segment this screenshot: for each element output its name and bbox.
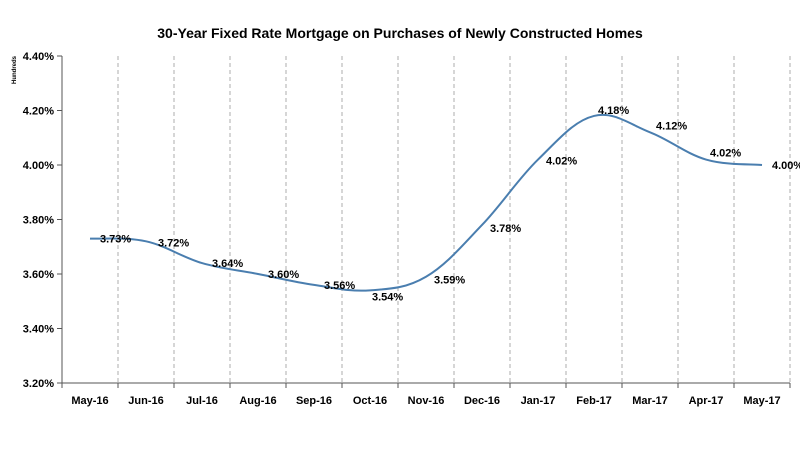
data-label: 4.00% bbox=[772, 160, 800, 172]
y-tick-label: 4.40% bbox=[23, 51, 54, 63]
data-label: 4.12% bbox=[656, 120, 687, 132]
data-label: 3.60% bbox=[268, 269, 299, 281]
x-tick-label: Mar-17 bbox=[632, 395, 667, 407]
y-axis-label: Hundreds bbox=[12, 55, 18, 84]
data-label: 4.18% bbox=[598, 105, 629, 117]
data-label: 4.02% bbox=[710, 148, 741, 160]
data-label: 3.59% bbox=[434, 275, 465, 287]
x-tick-label: Aug-16 bbox=[239, 395, 276, 407]
x-tick-label: Jan-17 bbox=[521, 395, 556, 407]
x-tick-labels: May-16 Jun-16 Jul-16 Aug-16 Sep-16 Oct-16 Nov-… bbox=[61, 383, 791, 407]
x-tick-label: Feb-17 bbox=[576, 395, 611, 407]
x-tick-label: Sep-16 bbox=[296, 395, 332, 407]
y-tick-label: 4.20% bbox=[23, 106, 54, 118]
y-tick-label: 3.20% bbox=[23, 378, 54, 390]
y-tick-label: 3.40% bbox=[23, 324, 54, 336]
axes bbox=[61, 56, 790, 384]
series-line bbox=[89, 113, 763, 292]
x-tick-label: Nov-16 bbox=[408, 395, 445, 407]
x-tick-label: Apr-17 bbox=[689, 395, 724, 407]
y-tick-labels: 3.20% 3.40% 3.60% 3.80% 4.00% 4.20% 4.40% bbox=[23, 51, 62, 390]
data-labels: 3.73% 3.72% 3.64% 3.60% 3.56% 3.54% 3.59% 3.78%… bbox=[100, 105, 800, 303]
x-tick-label: Dec-16 bbox=[464, 395, 500, 407]
x-tick-label: Oct-16 bbox=[353, 395, 387, 407]
data-label: 3.78% bbox=[490, 223, 521, 235]
data-label: 3.73% bbox=[100, 234, 131, 246]
chart-title: 30-Year Fixed Rate Mortgage on Purchases… bbox=[157, 25, 643, 41]
y-tick-label: 4.00% bbox=[23, 160, 54, 172]
x-tick-label: Jul-16 bbox=[186, 395, 218, 407]
y-tick-label: 3.60% bbox=[23, 269, 54, 281]
gridlines bbox=[117, 56, 791, 383]
series-lines bbox=[89, 113, 763, 292]
data-label: 4.02% bbox=[546, 156, 577, 168]
y-tick-label: 3.80% bbox=[23, 215, 54, 227]
data-label: 3.56% bbox=[324, 280, 355, 292]
x-tick-label: May-16 bbox=[71, 395, 108, 407]
data-label: 3.64% bbox=[212, 258, 243, 270]
data-label: 3.72% bbox=[158, 237, 189, 249]
x-tick-label: May-17 bbox=[743, 395, 780, 407]
x-tick-label: Jun-16 bbox=[128, 395, 163, 407]
data-label: 3.54% bbox=[372, 291, 403, 303]
